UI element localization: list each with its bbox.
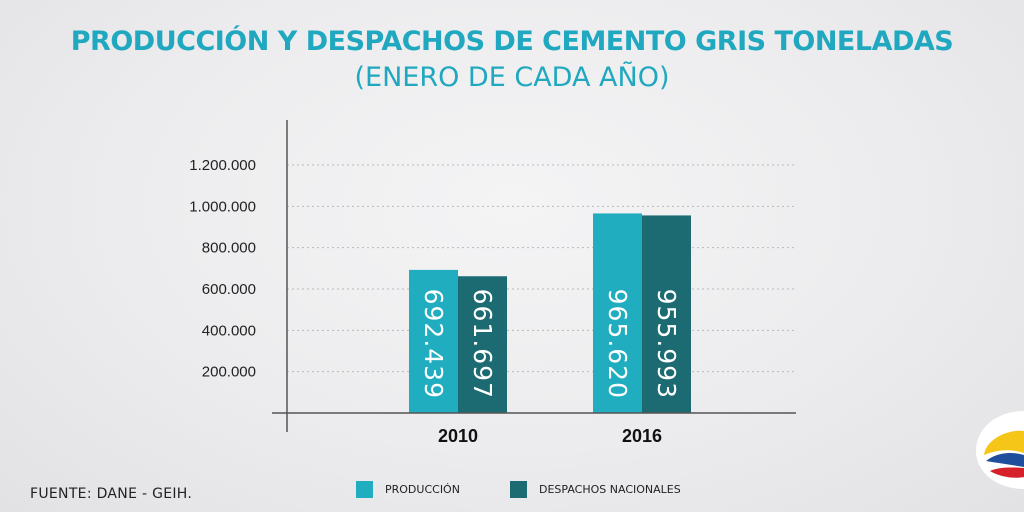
bar-data-label: 965.620	[603, 289, 632, 399]
chart-title: PRODUCCIÓN Y DESPACHOS DE CEMENTO GRIS T…	[70, 26, 954, 57]
y-tick-label: 800.000	[202, 240, 256, 257]
y-axis-ticks: 200.000 400.000 600.000 800.000 1.000.000 1.2…	[189, 157, 256, 381]
bar-data-label: 692.439	[419, 289, 448, 399]
bar-despachos-2016	[642, 215, 691, 413]
bar-data-label: 661.697	[468, 289, 497, 399]
legend-swatch-despachos	[510, 481, 527, 498]
bar-despachos-2010	[458, 276, 507, 413]
legend-label-despachos: DESPACHOS NACIONALES	[539, 483, 681, 496]
y-tick-label: 200.000	[202, 364, 256, 381]
x-axis-ticks: 2010 2016	[438, 426, 662, 446]
legend-swatch-produccion	[356, 481, 373, 498]
gridlines	[287, 164, 796, 373]
y-tick-label: 400.000	[202, 322, 256, 339]
y-tick-label: 600.000	[202, 281, 256, 298]
legend-label-produccion: PRODUCCIÓN	[385, 483, 460, 496]
bar-data-label: 955.993	[652, 289, 681, 399]
chart-subtitle: (ENERO DE CADA AÑO)	[354, 62, 670, 93]
y-tick-label: 1.200.000	[189, 157, 256, 174]
bar-produccion-2010	[409, 269, 458, 413]
source-note: FUENTE: DANE - GEIH.	[30, 486, 193, 502]
legend-item-produccion: PRODUCCIÓN	[356, 481, 460, 498]
x-tick-label: 2016	[622, 426, 662, 446]
x-tick-label: 2010	[438, 426, 478, 446]
y-tick-label: 1.000.000	[189, 198, 256, 215]
bar-produccion-2016	[593, 213, 642, 413]
legend-item-despachos: DESPACHOS NACIONALES	[510, 481, 681, 498]
colombia-logo-icon	[976, 411, 1024, 489]
bar-series: 692.439 661.697 965.620 955.993	[409, 213, 691, 413]
